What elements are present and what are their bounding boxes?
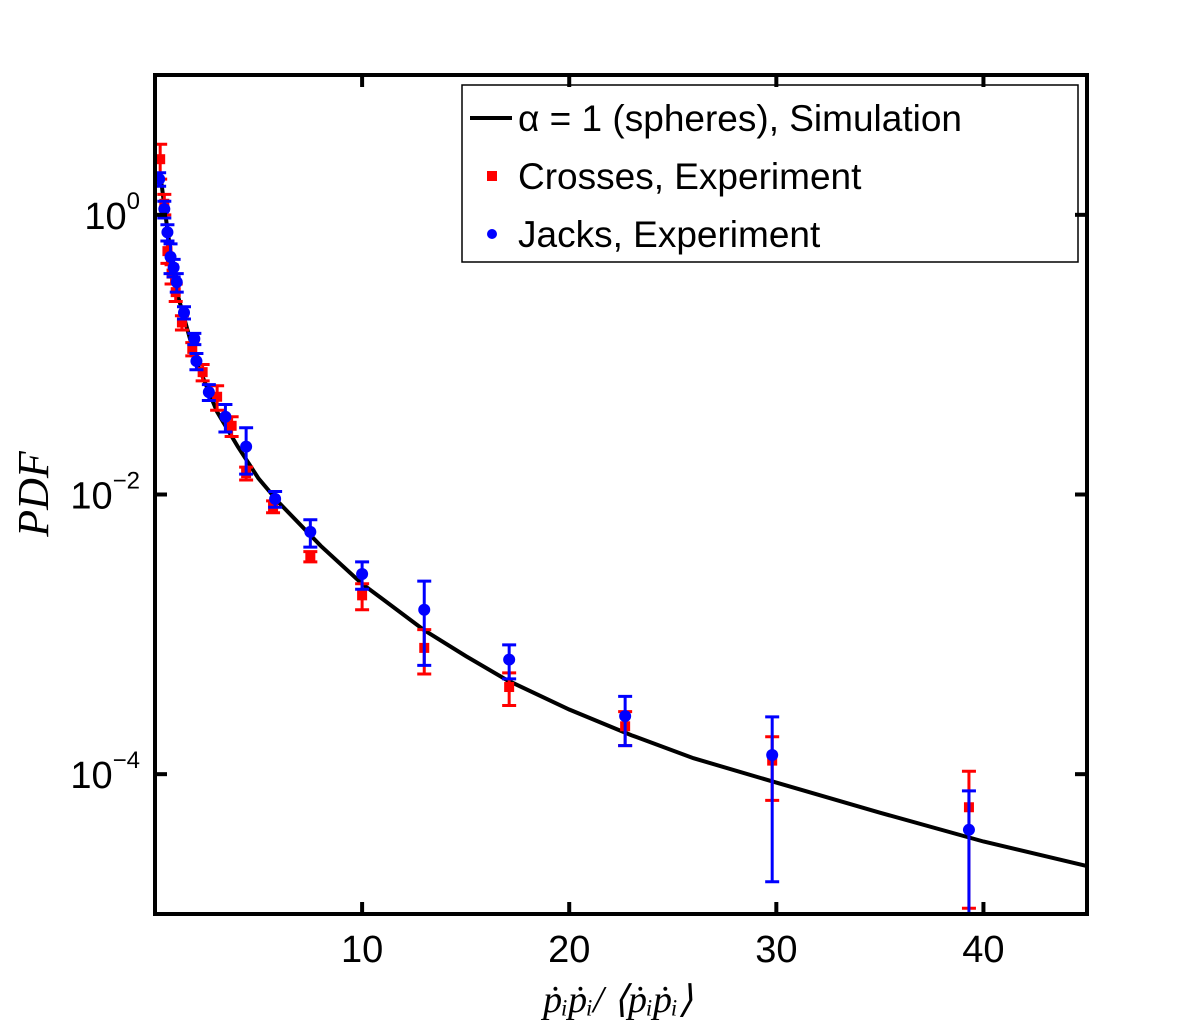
marker-circle bbox=[219, 410, 232, 423]
marker-circle bbox=[202, 386, 215, 399]
marker-square bbox=[357, 590, 368, 601]
marker-circle bbox=[418, 603, 431, 616]
marker-circle bbox=[158, 203, 171, 216]
plot-area bbox=[155, 142, 1087, 914]
legend-box bbox=[461, 84, 1079, 263]
error-bar bbox=[961, 789, 976, 914]
marker-square bbox=[305, 551, 316, 562]
y-tick-base: 10 bbox=[70, 476, 112, 518]
legend-label: Jacks, Experiment bbox=[518, 214, 821, 255]
marker-circle bbox=[304, 525, 317, 538]
x-tick-label: 10 bbox=[341, 929, 383, 971]
y-tick-label: 10−4 bbox=[70, 747, 140, 797]
marker-circle bbox=[240, 440, 253, 453]
error-bar bbox=[765, 715, 780, 884]
marker-circle bbox=[962, 823, 975, 836]
marker-circle bbox=[190, 355, 203, 368]
legend-label: α = 1 (spheres), Simulation bbox=[518, 98, 962, 139]
marker-square bbox=[197, 367, 208, 378]
marker-square bbox=[187, 343, 198, 354]
y-axis-label: PDF bbox=[9, 450, 58, 538]
marker-square bbox=[155, 154, 166, 165]
y-tick-base: 10 bbox=[70, 755, 112, 797]
legend-marker bbox=[487, 229, 497, 239]
marker-circle bbox=[503, 653, 516, 666]
marker-circle bbox=[155, 173, 166, 186]
x-tick-label: 30 bbox=[755, 929, 797, 971]
y-tick-label: 10−2 bbox=[70, 468, 140, 518]
x-tick-label: 40 bbox=[962, 929, 1004, 971]
marker-circle bbox=[170, 276, 183, 289]
marker-circle bbox=[188, 332, 201, 345]
x-tick-label: 20 bbox=[548, 929, 590, 971]
marker-circle bbox=[167, 261, 180, 274]
marker-circle bbox=[177, 306, 190, 319]
legend: α = 1 (spheres), Simulation Crosses, Expe… bbox=[461, 84, 1079, 263]
marker-square bbox=[504, 682, 515, 693]
marker-square bbox=[226, 420, 237, 431]
legend-label: Crosses, Experiment bbox=[518, 156, 862, 197]
marker-circle bbox=[161, 226, 174, 239]
simulation-line bbox=[158, 172, 1087, 869]
y-tick-label: 100 bbox=[84, 188, 140, 238]
error-bar bbox=[417, 579, 432, 667]
marker-circle bbox=[766, 749, 779, 762]
legend-marker bbox=[487, 171, 497, 181]
marker-square bbox=[212, 391, 223, 402]
y-tick-exponent: −4 bbox=[113, 747, 140, 774]
y-tick-exponent: 0 bbox=[127, 188, 140, 215]
marker-square bbox=[176, 317, 187, 328]
y-tick-exponent: −2 bbox=[113, 468, 140, 495]
marker-circle bbox=[619, 710, 632, 723]
marker-square bbox=[162, 246, 173, 257]
y-tick-base: 10 bbox=[84, 196, 126, 238]
marker-circle bbox=[356, 568, 369, 581]
marker-circle bbox=[269, 492, 282, 505]
x-axis-label: ṗᵢṗᵢ/ ⟨ṗᵢṗᵢ⟩ bbox=[540, 979, 693, 1021]
